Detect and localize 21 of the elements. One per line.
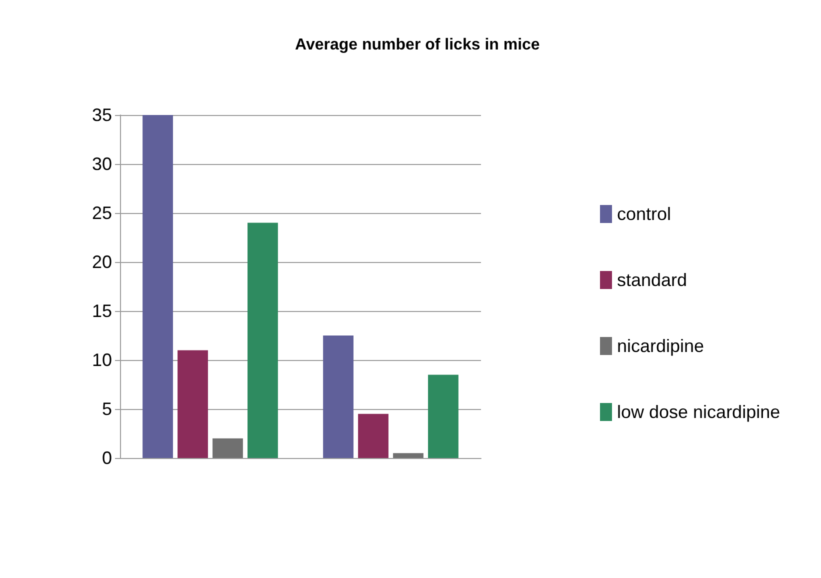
bar [393, 453, 424, 458]
y-tick-label: 30 [92, 154, 112, 174]
bar [428, 374, 458, 458]
y-tick-label: 20 [92, 252, 112, 272]
bar [248, 222, 278, 458]
y-tick-label: 35 [92, 105, 112, 125]
chart-title: Average number of licks in mice [295, 36, 540, 54]
bar [178, 350, 208, 458]
y-tick-label: 0 [102, 448, 112, 468]
legend-label: control [617, 204, 672, 224]
y-tick-label: 15 [92, 301, 112, 321]
y-tick-label: 25 [92, 203, 112, 223]
legend-label: nicardipine [617, 336, 704, 356]
bar [358, 414, 388, 458]
bar [323, 336, 354, 458]
bar [212, 438, 243, 458]
y-tick-label: 10 [92, 350, 112, 370]
y-tick-label: 5 [102, 399, 112, 419]
legend-label: standard [617, 270, 688, 290]
bar [142, 115, 173, 458]
legend-label: low dose nicardipine [617, 402, 780, 422]
